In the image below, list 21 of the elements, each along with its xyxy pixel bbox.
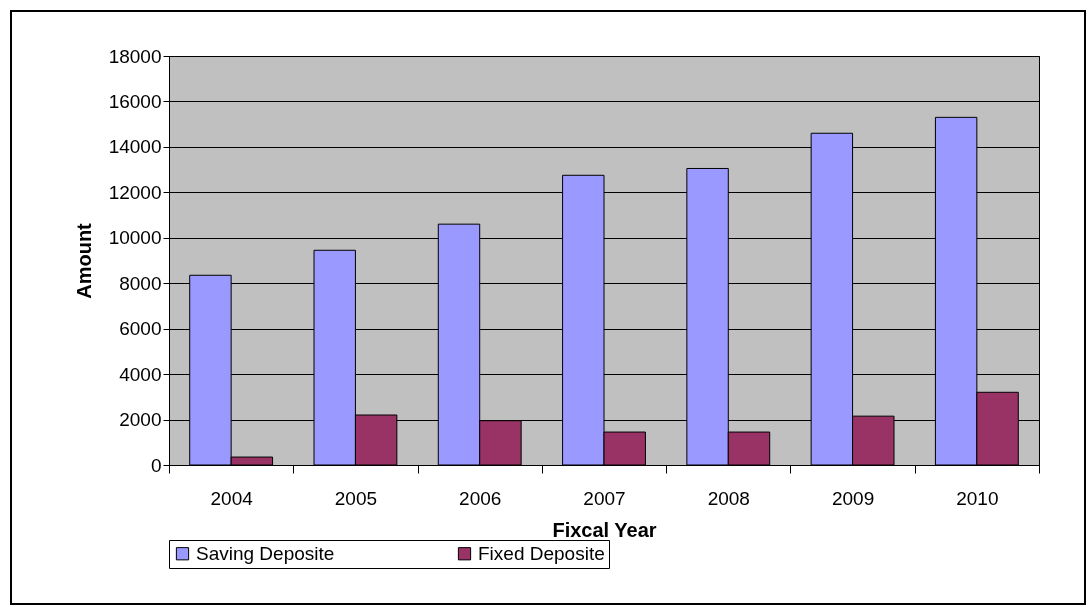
y-axis-title: Amount: [72, 222, 95, 299]
x-tick-label: 2006: [459, 487, 502, 509]
y-tick-label: 8000: [119, 272, 162, 294]
y-tick-label: 16000: [108, 90, 162, 112]
y-tick-label: 14000: [108, 136, 162, 158]
y-tick-label: 10000: [108, 227, 162, 249]
y-tick-label: 0: [150, 454, 162, 476]
x-tick-label: 2009: [831, 487, 875, 509]
x-tick-label: 2004: [210, 487, 254, 509]
legend-label: Fixed Deposite: [478, 542, 605, 564]
x-tick-label: 2005: [334, 487, 378, 509]
x-tick-label: 2010: [956, 487, 999, 509]
x-tick-label: 2008: [707, 487, 750, 509]
y-tick-label: 4000: [119, 363, 162, 385]
y-tick-label: 6000: [119, 318, 162, 340]
y-tick-label: 12000: [108, 181, 162, 203]
y-tick-label: 18000: [108, 45, 162, 67]
legend-label: Saving Deposite: [196, 542, 335, 564]
x-tick-label: 2007: [583, 487, 626, 509]
y-tick-label: 2000: [119, 409, 162, 431]
x-axis-title: Fixcal Year: [552, 518, 657, 541]
